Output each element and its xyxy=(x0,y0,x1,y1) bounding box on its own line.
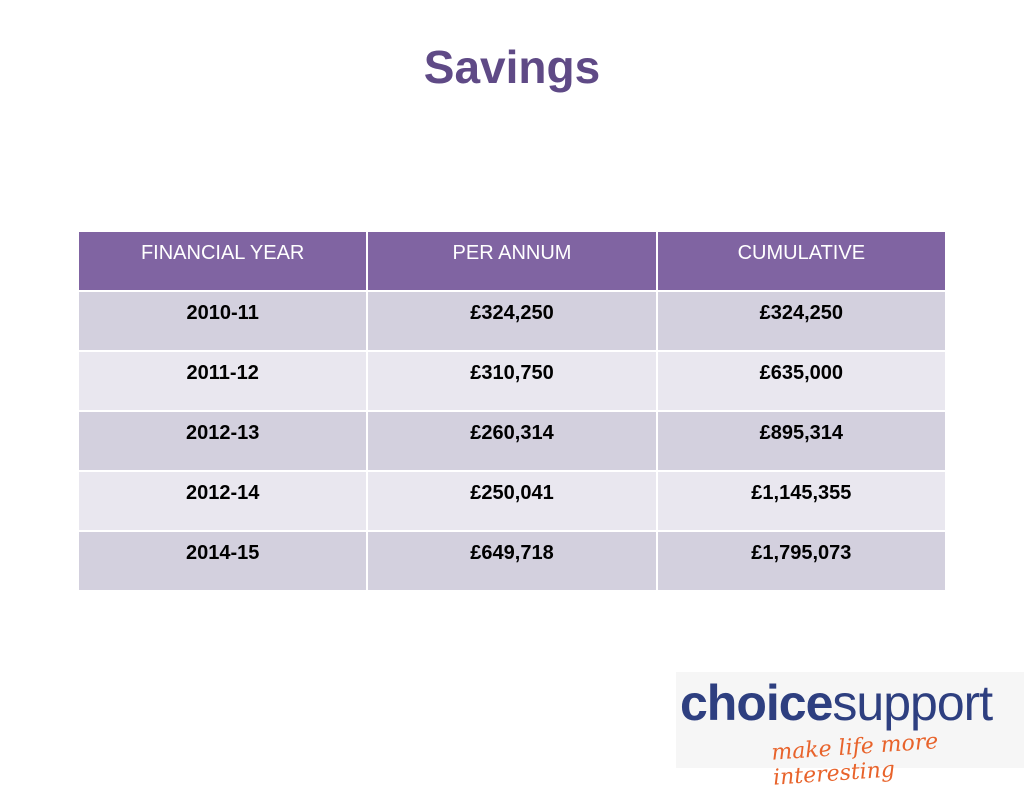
table-cell: £895,314 xyxy=(655,410,948,472)
savings-table: FINANCIAL YEAR PER ANNUM CUMULATIVE 2010-11… xyxy=(76,230,948,592)
table-cell: 2012-14 xyxy=(76,470,369,532)
table-cell: £260,314 xyxy=(366,410,658,472)
column-header: PER ANNUM xyxy=(366,230,658,292)
column-header: FINANCIAL YEAR xyxy=(76,230,369,292)
table-row: 2010-11 £324,250 £324,250 xyxy=(76,290,948,352)
brand-bold: choice xyxy=(680,675,833,731)
table-cell: 2011-12 xyxy=(76,350,369,412)
table-row: 2012-13 £260,314 £895,314 xyxy=(76,410,948,472)
header-row: FINANCIAL YEAR PER ANNUM CUMULATIVE xyxy=(76,230,948,292)
logo: choicesupport make life more interesting xyxy=(676,672,1024,791)
table-cell: £1,795,073 xyxy=(655,530,948,592)
table-cell: £1,145,355 xyxy=(655,470,948,532)
table-cell: 2010-11 xyxy=(76,290,369,352)
brand-light: support xyxy=(832,675,993,731)
table-cell: 2014-15 xyxy=(76,530,369,592)
table-cell: £250,041 xyxy=(366,470,658,532)
slide-title: Savings xyxy=(423,41,601,93)
column-header: CUMULATIVE xyxy=(655,230,948,292)
tagline: make life more interesting xyxy=(770,729,940,791)
table-cell: £635,000 xyxy=(655,350,948,412)
slide: Savings FINANCIAL YEAR PER ANNUM CUMULATIV… xyxy=(76,41,1024,791)
table-cell: £310,750 xyxy=(366,350,658,412)
table-row: 2012-14 £250,041 £1,145,355 xyxy=(76,470,948,532)
table-cell: £649,718 xyxy=(366,530,658,592)
table-cell: £324,250 xyxy=(366,290,658,352)
brand: choicesupport xyxy=(680,674,993,732)
table-row: 2014-15 £649,718 £1,795,073 xyxy=(76,530,948,592)
table-row: 2011-12 £310,750 £635,000 xyxy=(76,350,948,412)
table-cell: £324,250 xyxy=(655,290,948,352)
table-cell: 2012-13 xyxy=(76,410,369,472)
